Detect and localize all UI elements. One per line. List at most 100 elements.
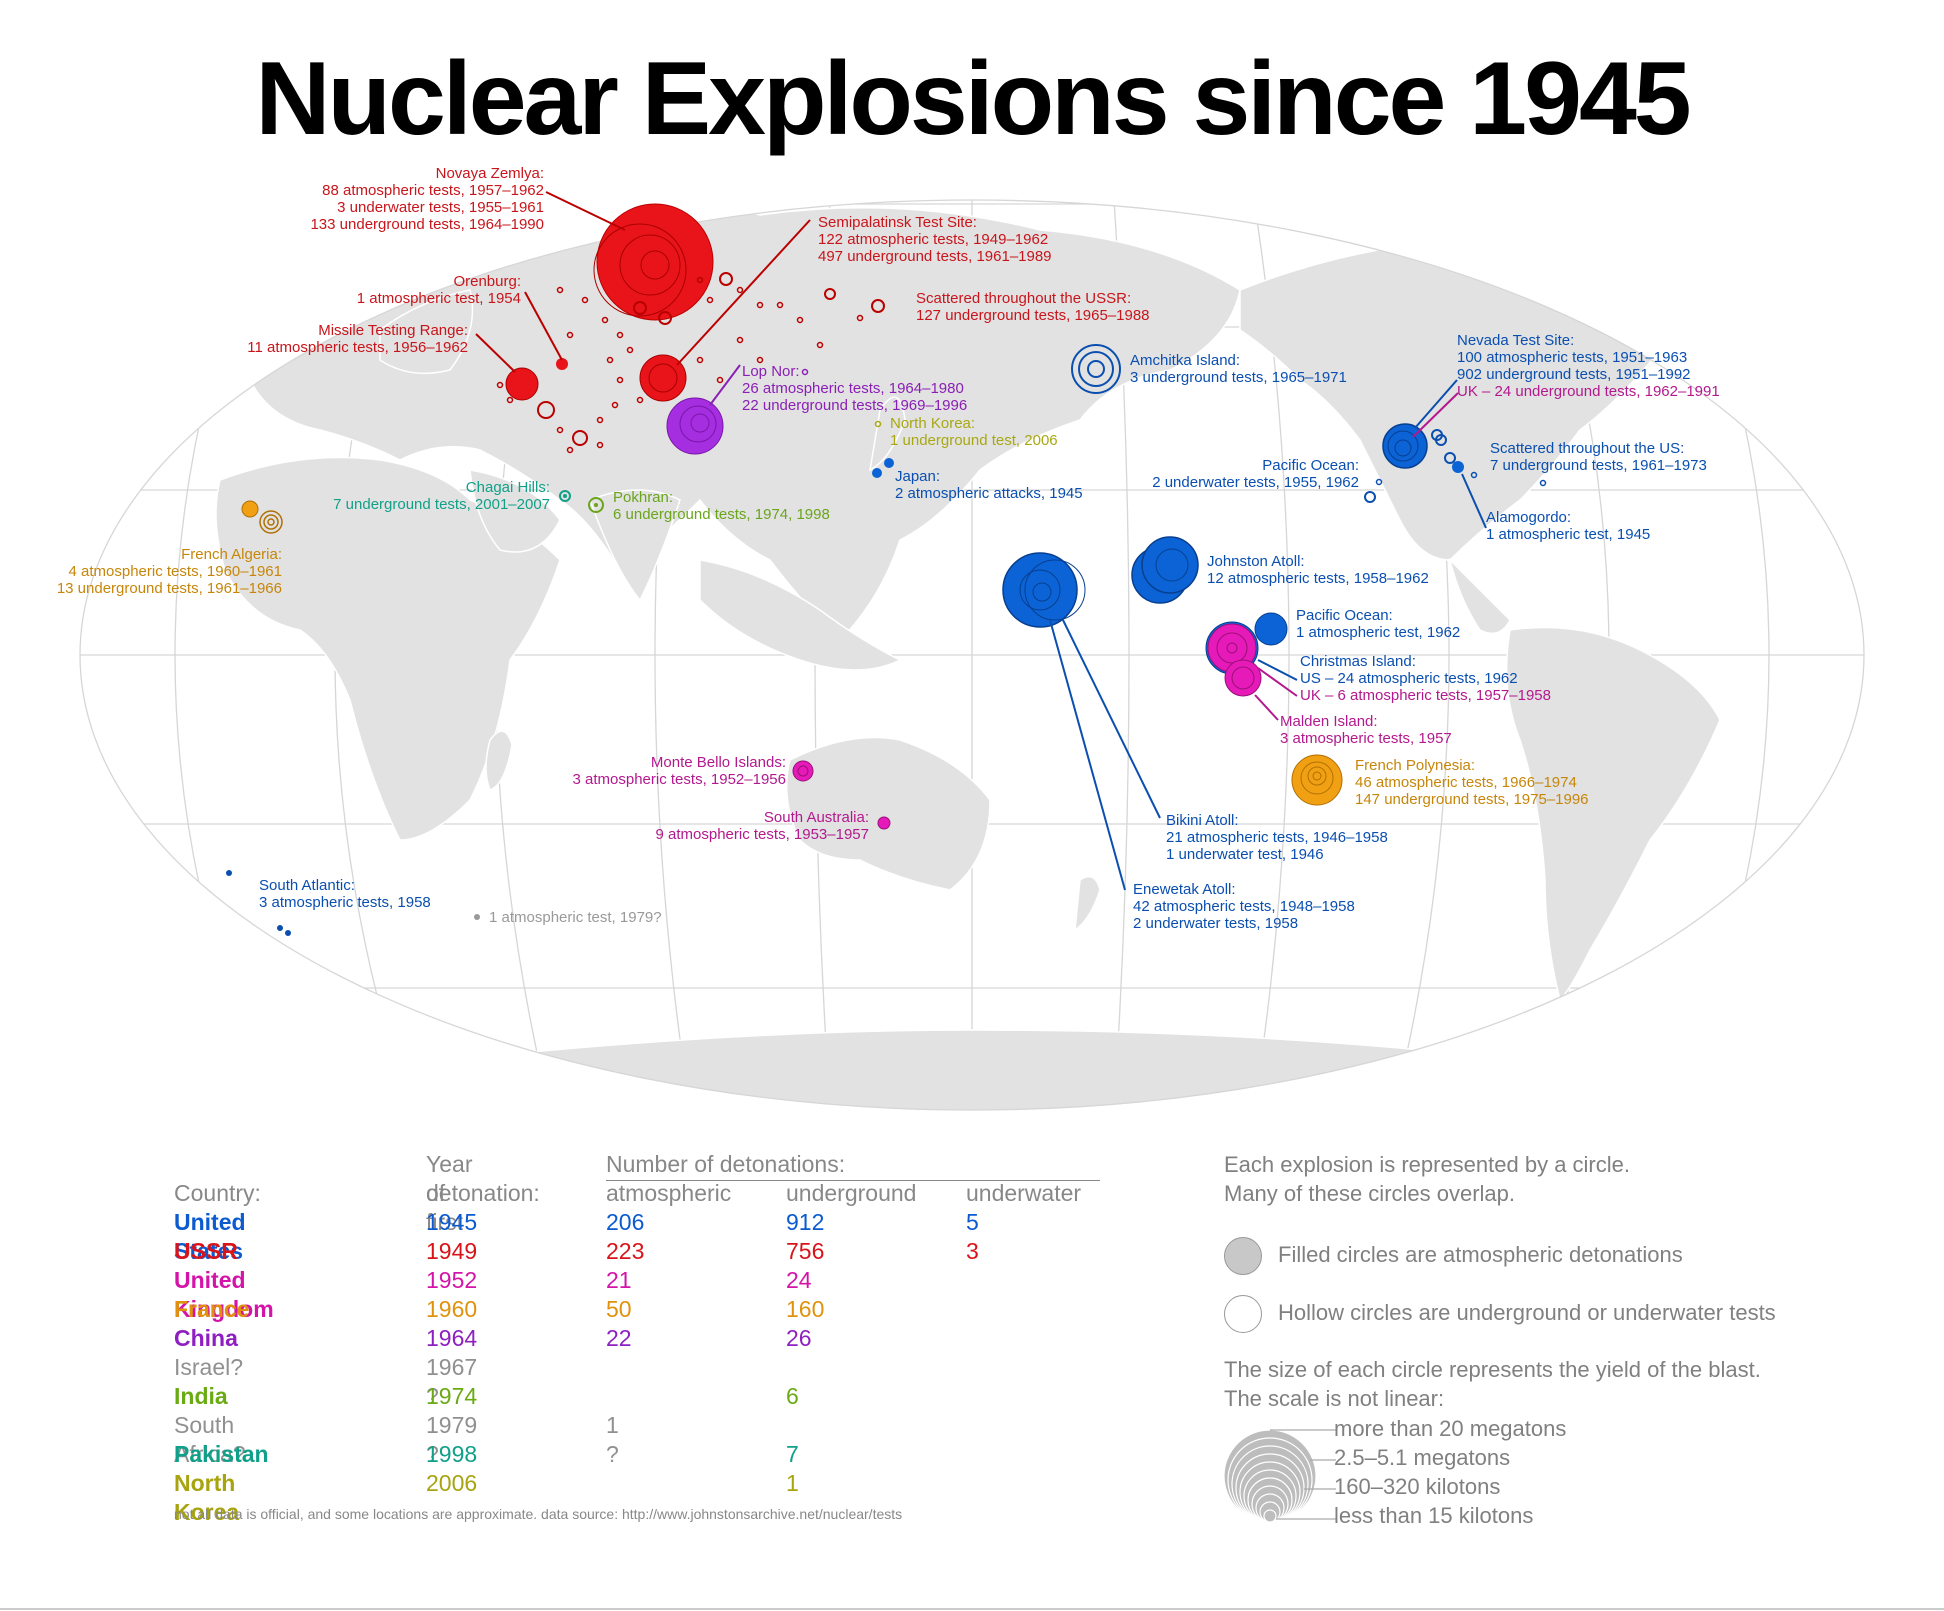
cell-underground: 26 <box>786 1325 812 1351</box>
ussr-explosions <box>475 191 885 454</box>
hiroshima-marker <box>872 468 882 478</box>
label-pacific-atmospheric: Pacific Ocean: 1 atmospheric test, 1962 <box>1296 607 1461 641</box>
label-christmas-island: Christmas Island: US – 24 atmospheric te… <box>1300 653 1551 704</box>
label-chagai-hills: Chagai Hills: 7 underground tests, 2001–… <box>333 479 550 513</box>
vela-incident-marker <box>474 914 480 920</box>
label-south-australia: South Australia: 9 atmospheric tests, 19… <box>655 809 869 843</box>
cell-year: 2006 <box>426 1470 478 1496</box>
label-missile-testing-range: Missile Testing Range: 11 atmospheric te… <box>247 322 468 356</box>
header-atmospheric: atmospheric <box>606 1180 732 1206</box>
cell-underground: 6 <box>786 1383 799 1409</box>
cell-atmospheric: 1 ? <box>606 1412 619 1467</box>
country-name: China <box>174 1325 238 1351</box>
in-ekker-marker <box>259 510 283 534</box>
scale-label-160kt: 160–320 kilotons <box>1334 1474 1501 1499</box>
cell-underground: 1 <box>786 1470 799 1496</box>
header-country: Country: <box>174 1180 261 1206</box>
cell-year: 1945 <box>426 1209 478 1235</box>
cell-year: 1964 <box>426 1325 478 1351</box>
cell-underwater: 5 <box>966 1209 979 1235</box>
legend-hollow: Hollow circles are underground or underw… <box>1278 1300 1776 1325</box>
label-enewetak-atoll: Enewetak Atoll: 42 atmospheric tests, 19… <box>1133 881 1355 932</box>
label-novaya-zemlya: Novaya Zemlya: 88 atmospheric tests, 195… <box>310 165 544 233</box>
country-name: Pakistan <box>174 1441 269 1467</box>
label-french-algeria: French Algeria: 4 atmospheric tests, 196… <box>56 546 282 597</box>
header-number: Number of detonations: <box>606 1150 1100 1181</box>
country-name: United States <box>174 1209 246 1264</box>
scale-label-15kt: less than 15 kilotons <box>1334 1503 1534 1528</box>
cell-year: 1979 ? <box>426 1412 478 1467</box>
label-south-africa-1979: 1 atmospheric test, 1979? <box>489 909 662 926</box>
cell-underground: 912 <box>786 1209 825 1235</box>
chagai-marker <box>559 490 571 502</box>
header-underwater: underwater <box>966 1180 1082 1206</box>
label-north-korea: North Korea: 1 underground test, 2006 <box>890 415 1058 449</box>
cell-underground: 7 <box>786 1441 799 1467</box>
label-johnston-atoll: Johnston Atoll: 12 atmospheric tests, 19… <box>1207 553 1429 587</box>
hollow-circle-icon <box>1224 1295 1262 1333</box>
scale-label-20mt: more than 20 megatons <box>1334 1416 1567 1441</box>
country-name: Israel? <box>174 1354 244 1380</box>
label-nevada-test-site: Nevada Test Site: 100 atmospheric tests,… <box>1457 332 1720 400</box>
nagasaki-marker <box>884 458 894 468</box>
french-polynesia-explosions <box>1291 754 1343 806</box>
country-name: USSR <box>174 1238 238 1264</box>
country-name: France <box>174 1296 250 1322</box>
label-french-polynesia: French Polynesia: 46 atmospheric tests, … <box>1355 757 1589 808</box>
cell-year: 1952 <box>426 1267 478 1293</box>
bottom-divider <box>0 1608 1944 1610</box>
header-underground: underground <box>786 1180 917 1206</box>
country-name: United Kingdom <box>174 1267 274 1322</box>
label-us-scattered: Scattered throughout the US: 7 undergrou… <box>1490 440 1707 474</box>
uk-explosions <box>792 623 1298 830</box>
cell-atmospheric: 50 <box>606 1296 632 1322</box>
label-lop-nor: Lop Nor: 26 atmospheric tests, 1964–1980… <box>742 363 968 414</box>
us-explosions <box>226 344 1547 936</box>
china-explosions <box>666 364 809 455</box>
cell-atmospheric: 223 <box>606 1238 645 1264</box>
cell-year: 1960 <box>426 1296 478 1322</box>
cell-underground: 24 <box>786 1267 812 1293</box>
scale-label-2-5mt: 2.5–5.1 megatons <box>1334 1445 1511 1470</box>
legend-intro-1: Each explosion is represented by a circl… <box>1224 1152 1630 1177</box>
pokhran-marker <box>588 497 604 513</box>
label-japan: Japan: 2 atmospheric attacks, 1945 <box>895 468 1083 502</box>
label-malden-island: Malden Island: 3 atmospheric tests, 1957 <box>1280 713 1452 747</box>
cell-year: 1974 <box>426 1383 478 1409</box>
legend-intro-2: Many of these circles overlap. <box>1224 1181 1516 1206</box>
country-name: India <box>174 1383 228 1409</box>
cell-year: 1967 ? <box>426 1354 478 1409</box>
cell-underwater: 3 <box>966 1238 979 1264</box>
country-name: South Africa? <box>174 1412 246 1467</box>
label-orenburg: Orenburg: 1 atmospheric test, 1954 <box>356 273 521 307</box>
filled-circle-icon <box>1224 1237 1262 1275</box>
cell-atmospheric: 21 <box>606 1267 632 1293</box>
label-alamogordo: Alamogordo: 1 atmospheric test, 1945 <box>1486 509 1651 543</box>
data-source-note: not all data is official, and some locat… <box>174 1506 903 1522</box>
label-south-atlantic: South Atlantic: 3 atmospheric tests, 195… <box>259 877 431 911</box>
cell-atmospheric: 206 <box>606 1209 645 1235</box>
header-year-line1: Year of first <box>426 1151 473 1235</box>
map-border <box>79 199 1865 1111</box>
label-ussr-scattered: Scattered throughout the USSR: 127 under… <box>916 290 1150 324</box>
legend-size-2: The scale is not linear: <box>1224 1386 1445 1411</box>
label-monte-bello: Monte Bello Islands: 3 atmospheric tests… <box>572 754 786 788</box>
scale-circles-icon <box>1224 1429 1336 1523</box>
label-pokhran: Pokhran: 6 underground tests, 1974, 1998 <box>613 489 830 523</box>
label-pacific-underwater: Pacific Ocean: 2 underwater tests, 1955,… <box>1152 457 1359 491</box>
legend-size-1: The size of each circle represents the y… <box>1224 1357 1761 1382</box>
country-name: North Korea <box>174 1470 240 1525</box>
header-year-line2: detonation: <box>426 1180 540 1206</box>
cell-underground: 756 <box>786 1238 825 1264</box>
cell-year: 1998 <box>426 1441 478 1467</box>
label-semipalatinsk: Semipalatinsk Test Site: 122 atmospheric… <box>818 214 1052 265</box>
north-korea-marker <box>874 420 882 428</box>
legend-filled: Filled circles are atmospheric detonatio… <box>1278 1242 1683 1267</box>
cell-underground: 160 <box>786 1296 825 1322</box>
label-bikini-atoll: Bikini Atoll: 21 atmospheric tests, 1946… <box>1166 812 1388 863</box>
cell-year: 1949 <box>426 1238 478 1264</box>
page-title: Nuclear Explosions since 1945 <box>255 41 1691 157</box>
cell-atmospheric: 22 <box>606 1325 632 1351</box>
label-amchitka: Amchitka Island: 3 underground tests, 19… <box>1130 352 1347 386</box>
reggane-marker <box>241 500 259 518</box>
